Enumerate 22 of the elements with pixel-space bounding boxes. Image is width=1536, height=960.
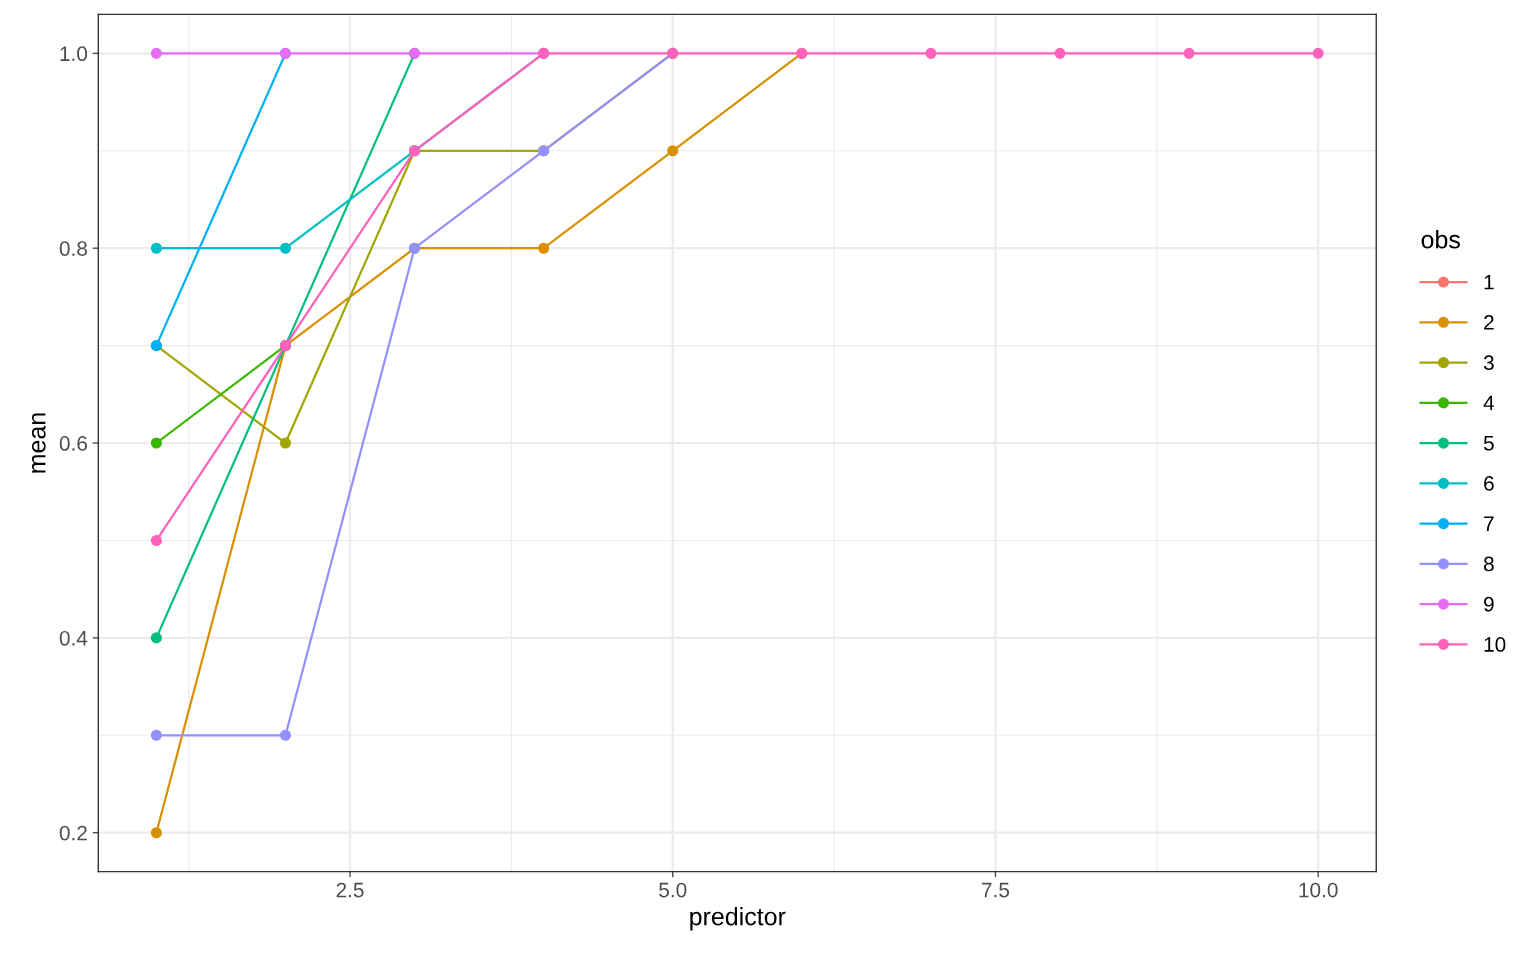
x-tick-label: 2.5 <box>336 882 364 898</box>
legend-label: 6 <box>1484 476 1494 491</box>
x-tick-label: 5.0 <box>659 882 687 898</box>
legend-title: obs <box>1421 230 1460 249</box>
x-axis-title: predictor <box>690 907 786 931</box>
legend-label: 8 <box>1483 556 1494 572</box>
legend-label: 9 <box>1484 596 1494 612</box>
y-axis-title: mean <box>31 413 46 473</box>
y-tick-label: 0.6 <box>59 436 87 451</box>
legend-label: 10 <box>1484 637 1506 652</box>
legend-label: 5 <box>1483 436 1494 451</box>
legend-label: 7 <box>1484 516 1494 531</box>
y-tick-label: 1.0 <box>60 46 88 62</box>
y-tick-label: 0.2 <box>59 825 87 841</box>
legend-label: 2 <box>1484 315 1494 330</box>
x-tick-label: 7.5 <box>982 882 1010 898</box>
legend-label: 1 <box>1484 275 1494 290</box>
legend-label: 4 <box>1483 395 1495 411</box>
x-tick-label: 10.0 <box>1299 882 1338 898</box>
y-tick-label: 0.8 <box>59 241 87 256</box>
legend-label: 3 <box>1483 355 1494 371</box>
y-tick-label: 0.4 <box>59 630 88 646</box>
